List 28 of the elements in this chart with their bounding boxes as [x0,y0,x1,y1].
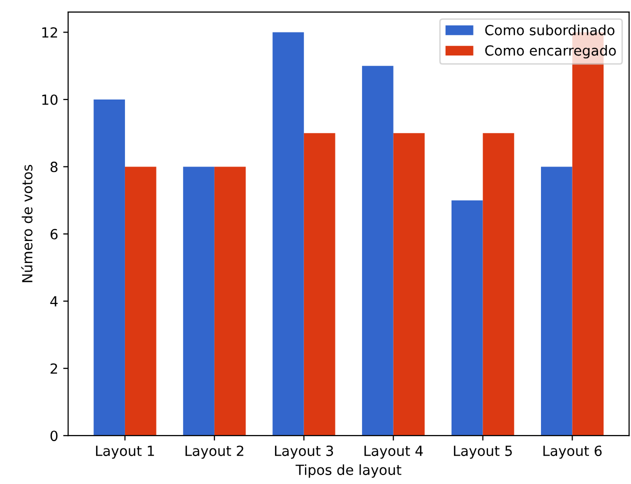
legend-label: Como encarregado [485,44,616,58]
x-tick-label: Layout 5 [454,446,512,459]
x-tick-label: Layout 6 [543,446,602,459]
bar [482,133,514,436]
bar [362,66,394,436]
bar [214,166,246,436]
x-tick-label: Layout 4 [364,446,423,459]
y-tick-label: 4 [50,296,58,306]
y-axis-title: Número de votos [21,164,33,282]
bar [124,166,156,436]
y-tick-label: 8 [50,162,58,172]
y-tick-label: 10 [42,94,58,105]
bar [452,200,483,436]
x-tick-label: Layout 1 [96,446,154,459]
bar [94,99,125,436]
x-tick-label: Layout 3 [275,446,334,459]
bar [272,32,304,436]
y-tick-label: 2 [50,363,58,374]
bar [183,166,214,436]
bar [393,133,425,436]
bar [304,133,336,436]
x-tick-label: Layout 2 [186,446,244,459]
y-tick-label: 6 [50,228,58,240]
y-tick-label: 0 [50,430,58,442]
y-tick-label: 12 [42,27,58,38]
legend-label: Como subordinado [485,24,614,36]
bar [540,166,572,436]
x-axis-title: Tipos de layout [296,464,402,478]
